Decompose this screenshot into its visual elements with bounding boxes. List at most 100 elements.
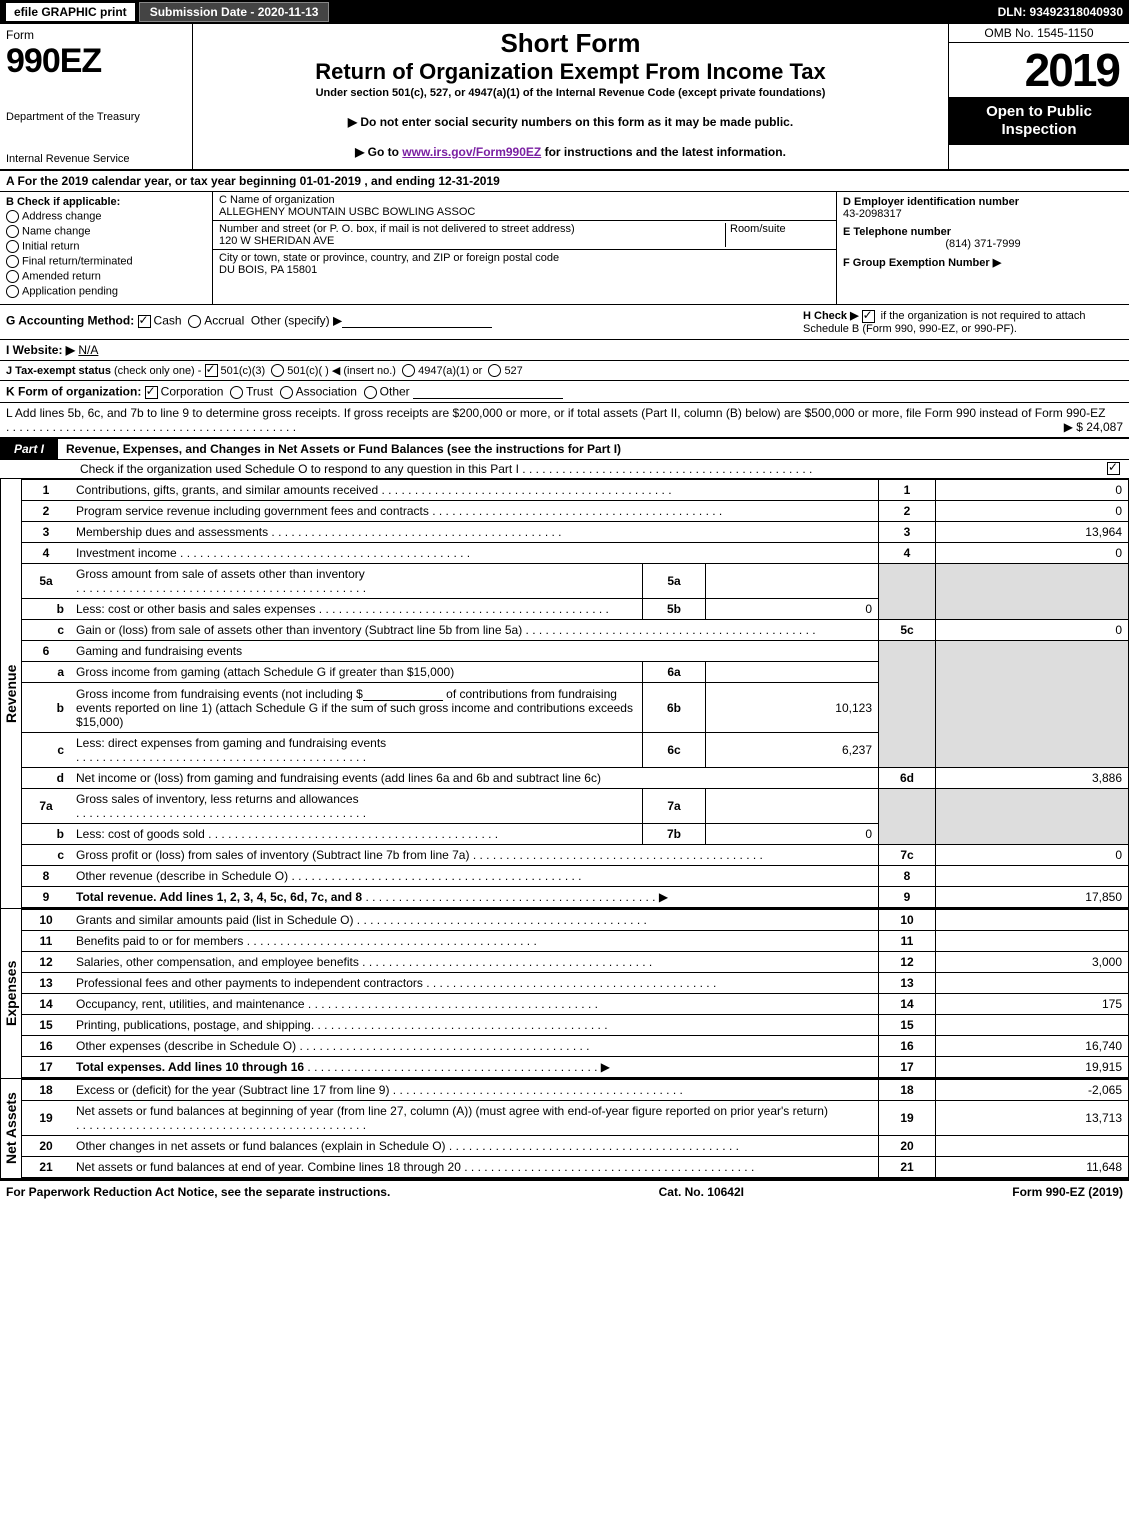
submission-date-badge: Submission Date - 2020-11-13 (139, 2, 330, 22)
addr-label: Number and street (or P. O. box, if mail… (219, 223, 725, 235)
subtitle: Under section 501(c), 527, or 4947(a)(1)… (201, 87, 940, 99)
form-header: Form 990EZ Department of the Treasury In… (0, 24, 1129, 171)
d-ein-label: D Employer identification number (843, 196, 1019, 208)
line-15: 15Printing, publications, postage, and s… (22, 1015, 1129, 1036)
line-5c: cGain or (loss) from sale of assets othe… (22, 620, 1129, 641)
form-word: Form (6, 28, 186, 42)
chk-527[interactable] (488, 364, 501, 377)
chk-cash[interactable] (138, 315, 151, 328)
f-group-label: F Group Exemption Number ▶ (843, 257, 1001, 269)
line-6d: dNet income or (loss) from gaming and fu… (22, 768, 1129, 789)
line-1: 1Contributions, gifts, grants, and simil… (22, 480, 1129, 501)
other-org-input[interactable] (413, 384, 563, 399)
box-b-title: B Check if applicable: (6, 196, 206, 208)
chk-association[interactable] (280, 386, 293, 399)
city-val: DU BOIS, PA 15801 (219, 264, 830, 276)
part-1-title: Revenue, Expenses, and Changes in Net As… (66, 439, 621, 459)
line-8: 8Other revenue (describe in Schedule O)8 (22, 866, 1129, 887)
city-label: City or town, state or province, country… (219, 252, 830, 264)
chk-application-pending[interactable]: Application pending (6, 285, 206, 298)
identity-row: B Check if applicable: Address change Na… (0, 192, 1129, 305)
g-label: G Accounting Method: (6, 314, 134, 328)
d-ein-val: 43-2098317 (843, 208, 902, 220)
i-label: I Website: ▶ (6, 343, 75, 357)
tax-year: 2019 (949, 43, 1129, 97)
net-assets-table: 18Excess or (deficit) for the year (Subt… (21, 1079, 1129, 1178)
chk-amended-return[interactable]: Amended return (6, 270, 206, 283)
note-goto-pre: ▶ Go to (355, 145, 402, 159)
chk-other-org[interactable] (364, 386, 377, 399)
form-number: 990EZ (6, 42, 186, 81)
other-specify-input[interactable] (342, 313, 492, 328)
expenses-vert-label: Expenses (0, 909, 21, 1078)
line-11: 11Benefits paid to or for members11 (22, 931, 1129, 952)
line-2: 2Program service revenue including gover… (22, 501, 1129, 522)
part-1-check-line: Check if the organization used Schedule … (0, 460, 1129, 479)
department-line-2: Internal Revenue Service (6, 153, 186, 165)
box-c: C Name of organization ALLEGHENY MOUNTAI… (213, 192, 837, 304)
line-16: 16Other expenses (describe in Schedule O… (22, 1036, 1129, 1057)
line-17: 17Total expenses. Add lines 10 through 1… (22, 1057, 1129, 1078)
line-13: 13Professional fees and other payments t… (22, 973, 1129, 994)
line-18: 18Excess or (deficit) for the year (Subt… (22, 1080, 1129, 1101)
expenses-section: Expenses 10Grants and similar amounts pa… (0, 909, 1129, 1079)
note-goto-post: for instructions and the latest informat… (545, 145, 786, 159)
chk-address-change[interactable]: Address change (6, 210, 206, 223)
line-20: 20Other changes in net assets or fund ba… (22, 1136, 1129, 1157)
chk-trust[interactable] (230, 386, 243, 399)
chk-schedule-b[interactable] (862, 310, 875, 323)
line-6: 6Gaming and fundraising events (22, 641, 1129, 662)
chk-corporation[interactable] (145, 386, 158, 399)
chk-4947[interactable] (402, 364, 415, 377)
c-name-label: C Name of organization (219, 194, 830, 206)
chk-initial-return[interactable]: Initial return (6, 240, 206, 253)
omb-number: OMB No. 1545-1150 (949, 24, 1129, 43)
j-label: J Tax-exempt status (6, 365, 111, 377)
note-ssn: ▶ Do not enter social security numbers o… (201, 115, 940, 129)
part-1-label: Part I (0, 439, 58, 459)
top-bar: efile GRAPHIC print Submission Date - 20… (0, 0, 1129, 24)
revenue-vert-label: Revenue (0, 479, 21, 908)
room-suite-label: Room/suite (725, 223, 830, 247)
irs-link[interactable]: www.irs.gov/Form990EZ (402, 145, 541, 159)
box-d-e-f: D Employer identification number 43-2098… (837, 192, 1129, 304)
line-14: 14Occupancy, rent, utilities, and mainte… (22, 994, 1129, 1015)
e-phone-val: (814) 371-7999 (843, 238, 1123, 250)
page-footer: For Paperwork Reduction Act Notice, see … (0, 1179, 1129, 1203)
l-val: ▶ $ 24,087 (1064, 420, 1123, 434)
net-assets-vert-label: Net Assets (0, 1079, 21, 1178)
row-j: J Tax-exempt status (check only one) - 5… (0, 361, 1129, 382)
addr-val: 120 W SHERIDAN AVE (219, 235, 725, 247)
chk-schedule-o[interactable] (1107, 462, 1120, 475)
i-website-val: N/A (78, 343, 98, 357)
c-name-val: ALLEGHENY MOUNTAIN USBC BOWLING ASSOC (219, 206, 830, 218)
footer-cat: Cat. No. 10642I (659, 1185, 744, 1199)
chk-501c[interactable] (271, 364, 284, 377)
line-19: 19Net assets or fund balances at beginni… (22, 1101, 1129, 1136)
j-hint: (check only one) - (114, 365, 201, 377)
chk-final-return[interactable]: Final return/terminated (6, 255, 206, 268)
footer-form: Form 990-EZ (2019) (1012, 1185, 1123, 1199)
row-i: I Website: ▶ N/A (0, 340, 1129, 361)
line-a-tax-year: A For the 2019 calendar year, or tax yea… (0, 171, 1129, 192)
dln-label: DLN: 93492318040930 (998, 5, 1123, 19)
k-label: K Form of organization: (6, 385, 141, 399)
net-assets-section: Net Assets 18Excess or (deficit) for the… (0, 1079, 1129, 1179)
chk-501c3[interactable] (205, 364, 218, 377)
e-phone-label: E Telephone number (843, 226, 951, 238)
l-text: L Add lines 5b, 6c, and 7b to line 9 to … (6, 406, 1105, 420)
line-4: 4Investment income40 (22, 543, 1129, 564)
expenses-table: 10Grants and similar amounts paid (list … (21, 909, 1129, 1078)
department-line-1: Department of the Treasury (6, 111, 186, 123)
open-inspection: Open to Public Inspection (949, 97, 1129, 145)
footer-left: For Paperwork Reduction Act Notice, see … (6, 1185, 390, 1199)
line-21: 21Net assets or fund balances at end of … (22, 1157, 1129, 1178)
box-b: B Check if applicable: Address change Na… (0, 192, 213, 304)
efile-print-button[interactable]: efile GRAPHIC print (6, 3, 135, 21)
chk-name-change[interactable]: Name change (6, 225, 206, 238)
title-return: Return of Organization Exempt From Incom… (201, 59, 940, 85)
chk-accrual[interactable] (188, 315, 201, 328)
row-k: K Form of organization: Corporation Trus… (0, 381, 1129, 403)
line-7c: cGross profit or (loss) from sales of in… (22, 845, 1129, 866)
line-5a: 5aGross amount from sale of assets other… (22, 564, 1129, 599)
